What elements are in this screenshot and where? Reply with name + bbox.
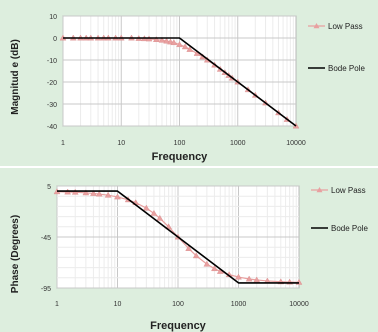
low-pass-point	[176, 41, 183, 47]
y-tick-label: -95	[41, 286, 51, 293]
x-tick-label: 10000	[286, 140, 306, 147]
bode-pole-series-line	[57, 190, 299, 284]
low-pass-point	[245, 275, 253, 282]
low-pass-point	[114, 193, 121, 200]
x-tick-label: 100	[174, 140, 186, 147]
phase-y-axis-label: Phase (Degrees)	[10, 215, 21, 293]
x-tick-label: 10	[117, 140, 125, 147]
low-pass-point	[203, 260, 211, 267]
magnitude-chart: 100-10-20-30-401 10 100 1000 10000FrequencyM…	[10, 14, 365, 163]
low-pass-point	[158, 36, 166, 43]
phase-chart-panel: 5 -45 -95 1 10 100 1000 10000 Frequency Phase (De…	[0, 168, 378, 332]
phase-x-axis-label: Frequency	[150, 320, 207, 332]
y-tick-label: -40	[47, 124, 57, 131]
bode-pole-series-line	[63, 37, 297, 127]
low-pass-point	[192, 252, 200, 259]
y-tick-label: -45	[41, 235, 51, 242]
low-pass-point	[185, 245, 192, 251]
low-pass-point	[150, 209, 158, 216]
low-pass-point	[82, 189, 90, 196]
x-tick-label: 100	[172, 301, 184, 308]
x-tick-label: 10000	[289, 301, 309, 308]
magnitude-chart-panel: 10 0 -10 -20 -30 -40 1 10 100 1000 10000 Frequency M…	[0, 0, 378, 166]
low-pass-point	[104, 191, 112, 198]
legend-label: Low Pass	[328, 22, 363, 31]
x-tick-label: 1000	[231, 301, 247, 308]
low-pass-series-line	[56, 191, 300, 283]
legend-marker	[313, 23, 320, 29]
legend-label: Bode Pole	[328, 64, 365, 73]
y-tick-label: 10	[49, 14, 57, 21]
y-tick-label: -30	[47, 102, 57, 109]
low-pass-point	[143, 204, 150, 211]
low-pass-point	[186, 46, 194, 52]
x-tick-label: 10	[114, 301, 122, 308]
legend-marker	[316, 187, 323, 193]
low-pass-point	[90, 190, 97, 196]
low-pass-point	[95, 190, 103, 197]
magnitude-x-axis-label: Frequency	[152, 151, 209, 163]
panel-divider	[0, 166, 378, 168]
low-pass-point	[170, 39, 178, 46]
x-tick-label: 1	[61, 140, 65, 147]
low-pass-point	[181, 43, 189, 50]
y-tick-label: -10	[47, 58, 57, 65]
legend-label: Low Pass	[331, 186, 366, 195]
low-pass-point	[163, 37, 170, 44]
legend-label: Bode Pole	[331, 224, 368, 233]
low-pass-point	[152, 36, 160, 42]
y-tick-label: 0	[53, 36, 57, 43]
low-pass-point	[235, 273, 242, 280]
phase-chart: 5 -45 -95 1 10 100 1000 10000 Frequency Phase (De…	[10, 184, 368, 332]
x-tick-label: 1000	[230, 140, 246, 147]
low-pass-point	[156, 214, 164, 221]
low-pass-point	[211, 265, 218, 272]
y-tick-label: 5	[47, 184, 51, 191]
y-tick-label: -20	[47, 80, 57, 87]
x-tick-label: 1	[55, 301, 59, 308]
magnitude-y-axis-label: Magnitud e (dB)	[10, 39, 21, 115]
